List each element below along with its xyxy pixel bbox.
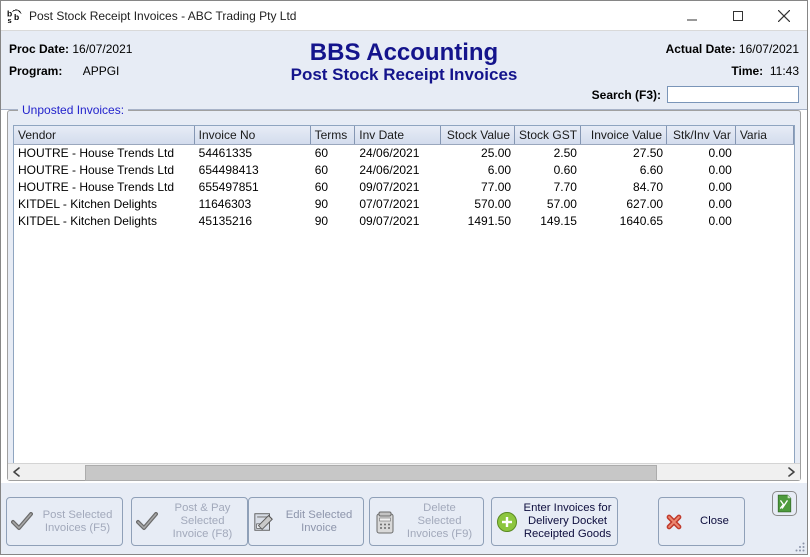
svg-text:b: b (14, 12, 19, 22)
svg-text:s: s (8, 16, 12, 24)
